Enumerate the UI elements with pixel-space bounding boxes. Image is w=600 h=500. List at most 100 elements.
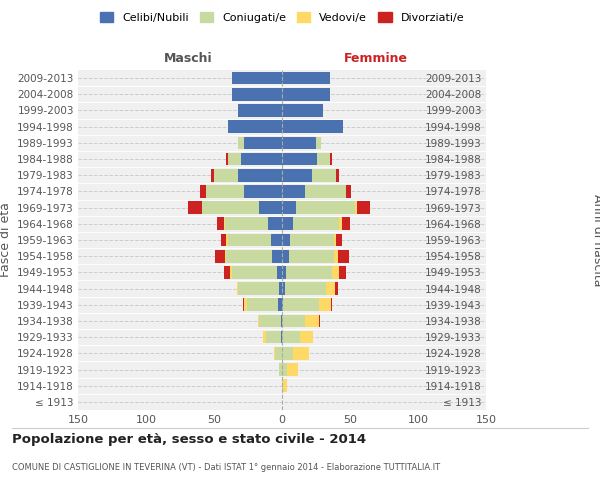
Bar — [281, 314, 282, 328]
Bar — [316, 136, 322, 149]
Bar — [211, 169, 214, 181]
Bar — [224, 218, 225, 230]
Bar — [238, 136, 244, 149]
Bar — [279, 363, 282, 376]
Bar — [238, 282, 279, 295]
Bar — [287, 363, 298, 376]
Bar — [279, 282, 282, 295]
Bar — [202, 202, 259, 214]
Bar — [281, 331, 282, 344]
Bar — [282, 314, 305, 328]
Bar — [305, 185, 346, 198]
Bar — [334, 234, 337, 246]
Bar — [332, 266, 339, 278]
Bar — [268, 218, 282, 230]
Bar — [238, 104, 282, 117]
Bar — [355, 202, 357, 214]
Bar — [242, 298, 244, 311]
Bar — [338, 250, 349, 262]
Bar — [230, 266, 232, 278]
Bar — [225, 250, 226, 262]
Bar — [337, 234, 342, 246]
Bar — [299, 331, 313, 344]
Bar — [227, 120, 282, 133]
Bar — [238, 169, 282, 181]
Bar — [282, 152, 317, 166]
Bar — [217, 218, 224, 230]
Bar — [293, 218, 339, 230]
Bar — [282, 380, 283, 392]
Bar — [226, 234, 227, 246]
Bar — [206, 185, 244, 198]
Bar — [329, 152, 332, 166]
Bar — [334, 250, 338, 262]
Bar — [241, 152, 282, 166]
Bar — [290, 234, 334, 246]
Bar — [296, 202, 355, 214]
Bar — [286, 266, 332, 278]
Bar — [278, 298, 282, 311]
Bar — [282, 185, 305, 198]
Y-axis label: Fasce di età: Fasce di età — [0, 202, 11, 278]
Bar — [282, 234, 290, 246]
Bar — [188, 202, 202, 214]
Text: Popolazione per età, sesso e stato civile - 2014: Popolazione per età, sesso e stato civil… — [12, 432, 366, 446]
Bar — [226, 250, 272, 262]
Bar — [221, 234, 226, 246]
Bar — [272, 250, 282, 262]
Bar — [247, 298, 278, 311]
Bar — [263, 331, 266, 344]
Bar — [282, 136, 316, 149]
Bar — [285, 282, 326, 295]
Bar — [214, 169, 238, 181]
Bar — [331, 298, 332, 311]
Bar — [282, 347, 293, 360]
Bar — [283, 380, 287, 392]
Bar — [274, 347, 275, 360]
Text: Maschi: Maschi — [164, 52, 212, 65]
Bar — [326, 282, 335, 295]
Bar — [259, 202, 282, 214]
Text: Femmine: Femmine — [344, 52, 408, 65]
Bar — [225, 218, 268, 230]
Bar — [259, 314, 281, 328]
Bar — [200, 185, 206, 198]
Bar — [305, 314, 319, 328]
Bar — [282, 298, 283, 311]
Bar — [257, 314, 259, 328]
Bar — [226, 152, 227, 166]
Bar — [357, 202, 370, 214]
Bar — [244, 136, 282, 149]
Legend: Celibi/Nubili, Coniugati/e, Vedovi/e, Divorziati/e: Celibi/Nubili, Coniugati/e, Vedovi/e, Di… — [95, 8, 469, 28]
Bar — [282, 88, 329, 101]
Bar — [289, 250, 334, 262]
Bar — [282, 266, 286, 278]
Bar — [224, 266, 230, 278]
Bar — [282, 331, 299, 344]
Bar — [282, 250, 289, 262]
Bar — [342, 218, 350, 230]
Bar — [282, 363, 287, 376]
Bar — [282, 202, 296, 214]
Bar — [244, 185, 282, 198]
Bar — [282, 282, 285, 295]
Text: COMUNE DI CASTIGLIONE IN TEVERINA (VT) - Dati ISTAT 1° gennaio 2014 - Elaborazio: COMUNE DI CASTIGLIONE IN TEVERINA (VT) -… — [12, 463, 440, 472]
Bar — [232, 88, 282, 101]
Bar — [277, 266, 282, 278]
Bar — [335, 282, 338, 295]
Bar — [232, 266, 277, 278]
Bar — [232, 72, 282, 85]
Bar — [237, 282, 238, 295]
Bar — [339, 218, 342, 230]
Bar — [282, 169, 312, 181]
Bar — [227, 152, 241, 166]
Bar — [244, 298, 247, 311]
Bar — [282, 218, 293, 230]
Bar — [337, 169, 339, 181]
Bar — [282, 120, 343, 133]
Bar — [339, 266, 346, 278]
Bar — [319, 314, 320, 328]
Bar — [215, 250, 225, 262]
Bar — [312, 169, 337, 181]
Bar — [266, 331, 281, 344]
